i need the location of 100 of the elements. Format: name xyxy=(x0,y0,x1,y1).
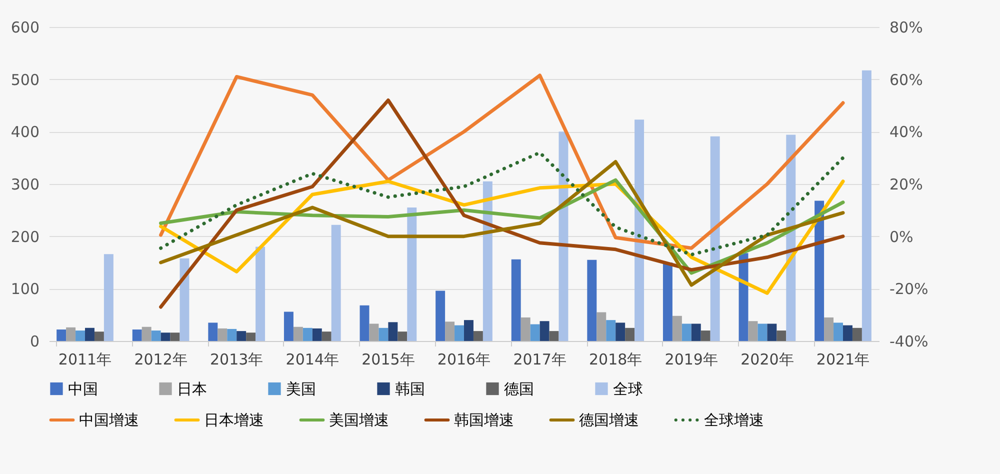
bar xyxy=(378,328,388,341)
bar xyxy=(208,322,218,341)
x-tick-label: 2016年 xyxy=(437,350,491,368)
bar xyxy=(160,332,170,341)
bar xyxy=(293,326,303,341)
legend-label: 全球 xyxy=(613,380,643,398)
bar xyxy=(616,322,626,341)
line-series xyxy=(159,160,845,287)
legend-label: 韩国增速 xyxy=(454,411,514,429)
y2-tick-label: 40% xyxy=(890,123,923,142)
bar xyxy=(331,224,341,341)
x-tick-label: 2019年 xyxy=(664,350,718,368)
y-tick-label: 300 xyxy=(10,176,40,194)
bar xyxy=(464,320,474,341)
bar xyxy=(691,324,701,341)
bar xyxy=(587,260,597,341)
bar xyxy=(360,305,370,341)
legend-label: 美国增速 xyxy=(329,411,389,429)
y2-tick-label: 80% xyxy=(890,18,923,36)
bar xyxy=(236,331,246,341)
bar xyxy=(312,328,322,341)
bar xyxy=(151,330,161,341)
legend-label: 中国 xyxy=(68,380,98,398)
bar xyxy=(388,322,398,341)
bar xyxy=(132,329,142,341)
x-tick-label: 2013年 xyxy=(210,350,264,368)
bar xyxy=(436,290,446,341)
bar xyxy=(710,136,720,341)
bar xyxy=(511,259,521,341)
bar xyxy=(662,262,672,341)
x-tick-label: 2017年 xyxy=(513,350,566,368)
bar xyxy=(369,324,379,341)
bar xyxy=(454,325,464,341)
bar xyxy=(142,326,152,341)
x-tick-label: 2014年 xyxy=(286,350,339,368)
bar xyxy=(558,132,568,341)
bar xyxy=(284,312,294,341)
x-tick-label: 2020年 xyxy=(740,350,794,368)
bar xyxy=(540,321,550,341)
y-tick-label: 600 xyxy=(10,18,40,36)
y2-tick-label: -20% xyxy=(890,280,928,298)
bar xyxy=(66,327,76,341)
bar xyxy=(700,330,710,341)
bar xyxy=(606,320,616,341)
bar xyxy=(814,200,824,341)
bar xyxy=(520,317,530,341)
legend-label: 德国增速 xyxy=(579,411,639,429)
y-tick-label: 500 xyxy=(10,70,40,89)
legend-label: 美国 xyxy=(286,380,316,398)
y-tick-label: 0 xyxy=(30,332,40,350)
y-tick-label: 400 xyxy=(10,123,40,142)
bar xyxy=(227,328,237,341)
bar xyxy=(776,330,786,341)
bar xyxy=(767,324,777,341)
x-tick-label: 2021年 xyxy=(816,350,870,368)
y2-tick-label: -40% xyxy=(890,332,928,350)
bar xyxy=(842,325,852,341)
bar xyxy=(445,322,455,341)
bar xyxy=(256,246,266,341)
line-series xyxy=(159,98,845,309)
bar xyxy=(407,208,417,341)
legend-label: 中国增速 xyxy=(79,411,139,429)
x-tick-label: 2015年 xyxy=(362,350,415,368)
legend-label: 全球增速 xyxy=(704,411,764,429)
bar xyxy=(682,324,692,341)
legend-label: 德国 xyxy=(504,380,534,398)
bar xyxy=(530,324,540,341)
y2-tick-label: 0% xyxy=(890,228,914,246)
x-tick-label: 2018年 xyxy=(589,350,642,368)
line-series xyxy=(159,150,845,256)
y2-tick-label: 20% xyxy=(890,176,923,194)
bar xyxy=(596,312,606,341)
line-series xyxy=(159,74,845,250)
bar xyxy=(76,330,86,341)
bar xyxy=(852,328,862,341)
y-tick-label: 200 xyxy=(10,228,40,246)
bar xyxy=(322,332,332,341)
bar xyxy=(549,331,559,341)
legend-label: 日本 xyxy=(177,380,207,398)
x-tick-label: 2012年 xyxy=(134,350,188,368)
bar xyxy=(748,321,758,341)
bar xyxy=(302,328,312,341)
bar xyxy=(104,254,114,341)
bar xyxy=(473,331,483,341)
bar xyxy=(246,332,256,341)
legend-label: 日本增速 xyxy=(204,411,264,429)
bar xyxy=(398,332,408,341)
bar xyxy=(218,328,228,341)
bar xyxy=(56,329,66,341)
legend-label: 韩国 xyxy=(395,380,425,398)
bar xyxy=(824,317,834,341)
bar xyxy=(625,328,635,341)
bar xyxy=(85,328,94,341)
bar xyxy=(94,332,104,341)
bar xyxy=(672,316,682,341)
bar xyxy=(170,332,180,341)
y2-tick-label: 60% xyxy=(890,70,923,89)
bar xyxy=(634,120,644,341)
x-tick-label: 2011年 xyxy=(58,350,112,368)
bar xyxy=(862,70,872,341)
